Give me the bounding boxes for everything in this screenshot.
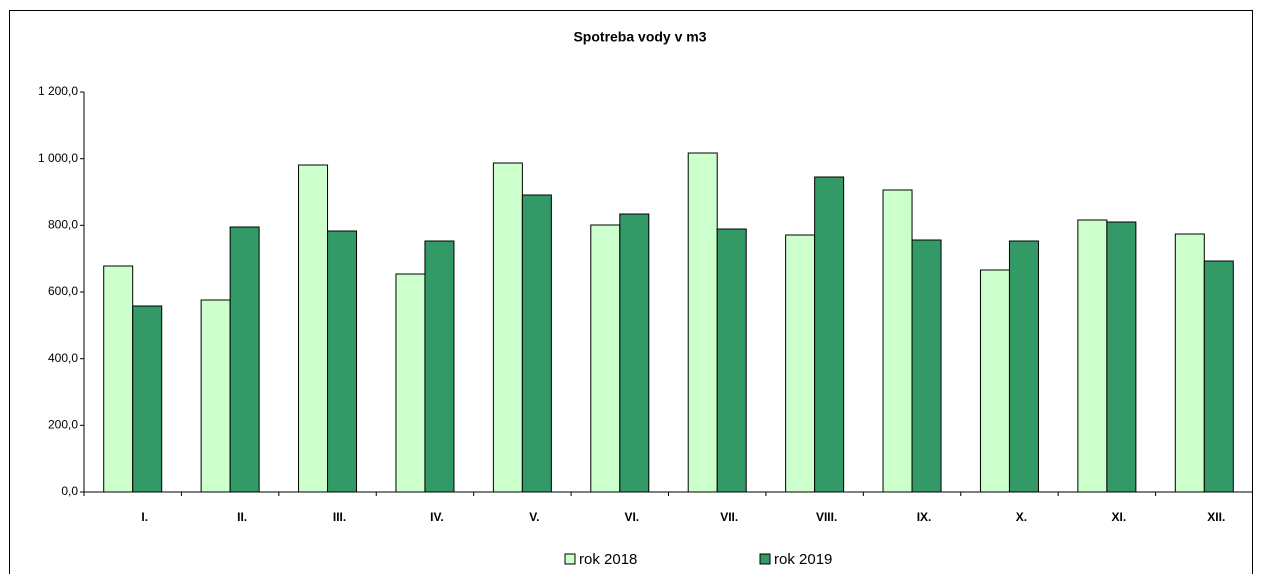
- x-tick-label: VII.: [720, 510, 738, 524]
- bar: [132, 305, 163, 493]
- x-tick-label: III.: [333, 510, 346, 524]
- y-tick-label: 1 000,0: [38, 151, 78, 165]
- y-tick-label: 0,0: [61, 484, 78, 498]
- bar: [1174, 233, 1205, 493]
- bar: [424, 240, 455, 493]
- legend-swatch: [564, 553, 576, 565]
- bar: [395, 273, 426, 493]
- x-tick-label: IX.: [917, 510, 932, 524]
- bar: [103, 265, 134, 493]
- bar: [619, 213, 650, 493]
- bar: [1106, 221, 1137, 493]
- y-tick-label: 600,0: [48, 284, 78, 298]
- bar: [229, 226, 260, 493]
- legend-label: rok 2019: [774, 551, 832, 568]
- y-tick-label: 800,0: [48, 218, 78, 232]
- bar: [882, 189, 913, 493]
- bar: [1203, 260, 1234, 493]
- bar: [687, 152, 718, 493]
- x-tick-label: V.: [529, 510, 539, 524]
- chart-title: Spotreba vody v m3: [573, 29, 706, 45]
- x-tick-label: XI.: [1112, 510, 1127, 524]
- legend-swatch: [759, 553, 771, 565]
- legend-label: rok 2018: [579, 551, 637, 568]
- bar: [814, 176, 845, 493]
- bar: [979, 269, 1010, 493]
- y-tick-label: 400,0: [48, 351, 78, 365]
- bar: [298, 164, 329, 493]
- bar: [521, 194, 552, 493]
- x-tick-label: XII.: [1207, 510, 1225, 524]
- bar: [785, 234, 816, 493]
- y-tick-label: 1 200,0: [38, 84, 78, 98]
- bar: [327, 230, 358, 493]
- x-tick-label: IV.: [430, 510, 444, 524]
- x-tick-label: II.: [237, 510, 247, 524]
- bar: [200, 299, 231, 493]
- bar: [1008, 240, 1039, 493]
- bar: [716, 228, 747, 493]
- bar: [590, 224, 621, 493]
- x-tick-label: VIII.: [816, 510, 837, 524]
- bar: [1077, 219, 1108, 493]
- bar: [492, 162, 523, 493]
- x-tick-label: X.: [1016, 510, 1027, 524]
- x-tick-label: I.: [141, 510, 148, 524]
- bar: [911, 239, 942, 493]
- x-tick-label: VI.: [624, 510, 639, 524]
- y-tick-label: 200,0: [48, 418, 78, 432]
